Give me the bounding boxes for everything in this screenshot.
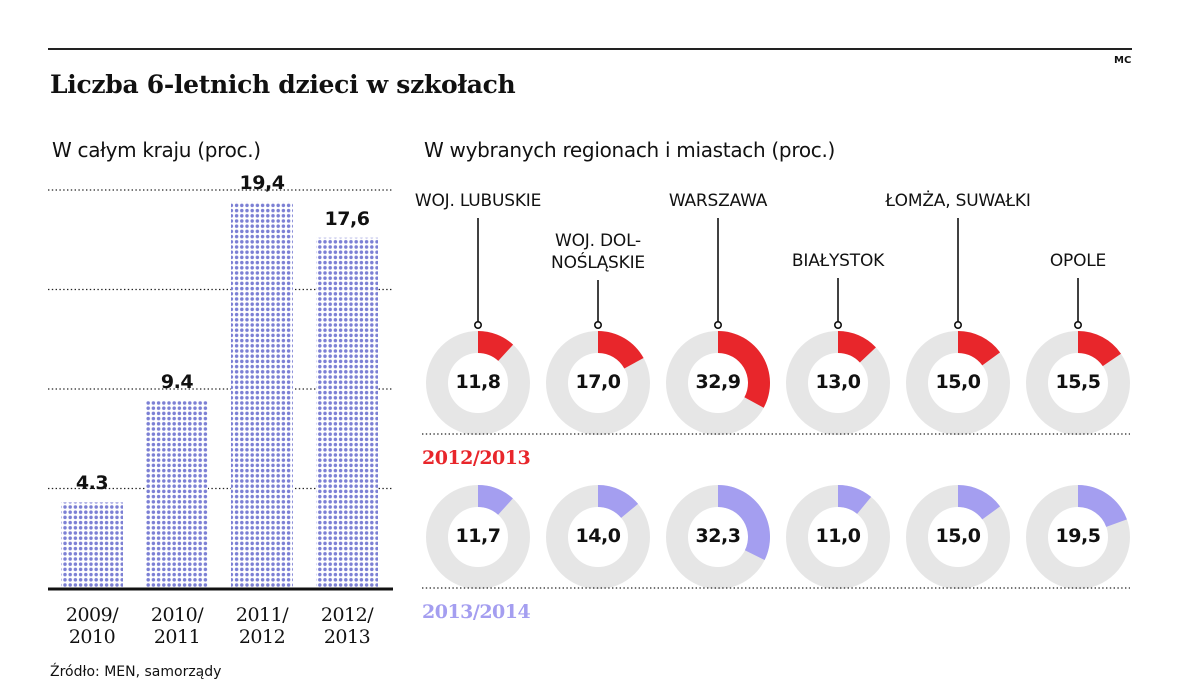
donut-slice xyxy=(478,485,513,515)
category-label-line: 2009/ xyxy=(65,604,119,626)
region-label-line: WARSZAWA xyxy=(668,191,768,211)
author-initials: MC xyxy=(1114,55,1132,66)
donut-value-label: 15,0 xyxy=(935,525,981,547)
category-label-line: 2012/ xyxy=(320,604,374,626)
bar-value-label: 4.3 xyxy=(75,472,109,495)
donut-value-label: 19,5 xyxy=(1055,525,1101,547)
leader-dot xyxy=(713,320,722,329)
donut-value-label: 17,0 xyxy=(575,371,621,393)
region-label-line: OPOLE xyxy=(1049,251,1107,271)
source-note: Źródło: MEN, samorządy xyxy=(50,664,222,680)
donut-slice xyxy=(598,485,639,518)
donut-slice xyxy=(958,485,1001,520)
donut-value-label: 32,3 xyxy=(695,525,741,547)
leader-dot xyxy=(473,320,482,329)
bar-value-label: 19,4 xyxy=(239,171,285,194)
category-label: 2009/2010 xyxy=(49,604,135,648)
region-label: WOJ. LUBUSKIE xyxy=(388,190,568,212)
category-label-line: 2011 xyxy=(153,626,201,648)
donut-value-label: 13,0 xyxy=(815,371,861,393)
season-label: 2012/2013 xyxy=(422,447,531,469)
donut-slice xyxy=(1078,485,1127,527)
bar xyxy=(146,400,208,588)
donut-slice xyxy=(478,331,514,361)
leader-dot xyxy=(953,320,962,329)
region-label-line: NOŚLĄSKIE xyxy=(551,253,645,273)
donut-value-label: 15,0 xyxy=(935,371,981,393)
category-label-line: 2010/ xyxy=(150,604,204,626)
donut-value-label: 11,8 xyxy=(455,371,501,393)
leader-dot xyxy=(833,320,842,329)
leader-dot xyxy=(1074,320,1083,329)
regional-chart-title: W wybranych regionach i miastach (proc.) xyxy=(424,138,836,162)
season-label: 2013/2014 xyxy=(422,601,531,623)
donut-slice xyxy=(958,331,1001,366)
page-title: Liczba 6-letnich dzieci w szkołach xyxy=(50,70,516,99)
region-label: WOJ. DOL- NOŚLĄSKIE xyxy=(508,230,688,274)
region-label-line: ŁOMŻA, SUWAŁKI xyxy=(885,191,1031,211)
national-chart-title: W całym kraju (proc.) xyxy=(52,138,261,162)
donut-value-label: 32,9 xyxy=(695,371,741,393)
bar xyxy=(231,201,293,588)
donut-slice xyxy=(838,485,872,514)
donut-value-label: 11,0 xyxy=(815,525,861,547)
category-label: 2011/2012 xyxy=(219,604,305,648)
donut-slice xyxy=(1078,331,1122,367)
bar xyxy=(61,502,123,588)
category-label-line: 2011/ xyxy=(235,604,289,626)
donut-slice xyxy=(718,331,770,408)
region-label: OPOLE xyxy=(988,250,1168,272)
donut-slice xyxy=(598,331,644,369)
region-label-line: WOJ. DOL- xyxy=(555,231,641,251)
donut-slice xyxy=(838,331,876,363)
donut-value-label: 14,0 xyxy=(575,525,621,547)
top-rule xyxy=(48,48,1132,50)
bar-value-label: 9.4 xyxy=(160,370,194,393)
donut-value-label: 11,7 xyxy=(455,525,501,547)
category-label-line: 2013 xyxy=(323,626,371,648)
region-label: ŁOMŻA, SUWAŁKI xyxy=(868,190,1048,212)
region-label: BIAŁYSTOK xyxy=(748,250,928,272)
category-label: 2012/2013 xyxy=(304,604,390,648)
region-label-line: BIAŁYSTOK xyxy=(791,251,885,271)
bar xyxy=(316,237,378,588)
leader-dot xyxy=(593,320,602,329)
region-label: WARSZAWA xyxy=(628,190,808,212)
region-label-line: WOJ. LUBUSKIE xyxy=(414,191,542,211)
category-label-line: 2010 xyxy=(68,626,116,648)
bar-value-label: 17,6 xyxy=(324,207,370,230)
category-label-line: 2012 xyxy=(238,626,286,648)
category-label: 2010/2011 xyxy=(134,604,220,648)
bar-chart xyxy=(48,189,393,591)
donut-charts xyxy=(422,218,1130,589)
donut-slice xyxy=(718,485,770,561)
donut-value-label: 15,5 xyxy=(1055,371,1101,393)
